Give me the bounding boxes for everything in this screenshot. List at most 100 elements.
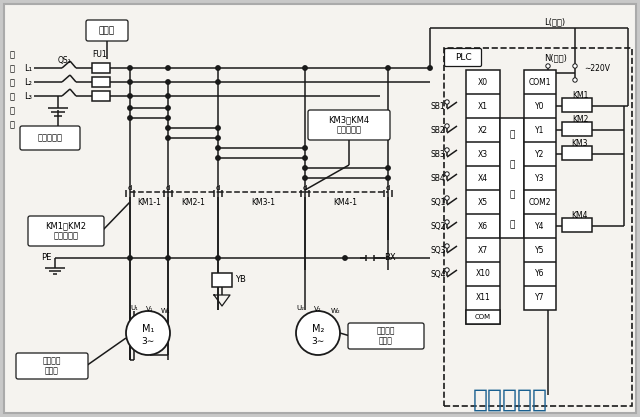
Text: X1: X1 <box>478 101 488 111</box>
Circle shape <box>303 176 307 180</box>
FancyBboxPatch shape <box>28 216 104 246</box>
Text: ∼220V: ∼220V <box>584 63 610 73</box>
Bar <box>562 98 592 112</box>
Circle shape <box>445 244 449 248</box>
Circle shape <box>128 256 132 260</box>
Text: KM2-1: KM2-1 <box>181 198 205 206</box>
Text: d: d <box>166 185 170 191</box>
FancyBboxPatch shape <box>86 20 128 41</box>
Text: 制: 制 <box>509 161 515 169</box>
Circle shape <box>216 126 220 130</box>
Text: KM4: KM4 <box>572 211 588 219</box>
Text: 3∼: 3∼ <box>312 337 324 346</box>
Circle shape <box>386 66 390 70</box>
Text: X5: X5 <box>478 198 488 206</box>
Circle shape <box>428 66 432 70</box>
Text: L₃: L₃ <box>24 91 32 100</box>
Text: BX: BX <box>384 254 396 262</box>
Circle shape <box>445 172 449 176</box>
Circle shape <box>216 156 220 160</box>
Text: SB3: SB3 <box>431 150 445 158</box>
Text: W₂: W₂ <box>331 308 341 314</box>
Text: 序: 序 <box>509 221 515 229</box>
Bar <box>444 48 632 406</box>
Text: X10: X10 <box>476 269 490 279</box>
Circle shape <box>445 124 449 128</box>
Text: COM: COM <box>475 314 491 320</box>
Text: 3∼: 3∼ <box>141 337 155 346</box>
Circle shape <box>166 94 170 98</box>
FancyBboxPatch shape <box>445 48 481 66</box>
Text: 程: 程 <box>509 191 515 199</box>
Circle shape <box>216 146 220 150</box>
Text: M₂: M₂ <box>312 324 324 334</box>
Circle shape <box>216 136 220 140</box>
Circle shape <box>303 66 307 70</box>
Text: U₂: U₂ <box>296 305 304 311</box>
Circle shape <box>445 268 449 272</box>
Text: SB4: SB4 <box>431 173 445 183</box>
Text: L₂: L₂ <box>24 78 32 86</box>
Text: X6: X6 <box>478 221 488 231</box>
Text: 电: 电 <box>10 93 15 101</box>
Text: FU1: FU1 <box>93 50 108 58</box>
Text: 熔断器: 熔断器 <box>99 26 115 35</box>
Text: 位移控制
电动机: 位移控制 电动机 <box>377 326 396 346</box>
Circle shape <box>128 94 132 98</box>
Text: 升降控制
电动机: 升降控制 电动机 <box>43 356 61 376</box>
Text: W₁: W₁ <box>161 308 171 314</box>
Text: KM3和KM4
的常开触点: KM3和KM4 的常开触点 <box>328 115 369 135</box>
Text: SB1: SB1 <box>431 101 445 111</box>
Text: KM1: KM1 <box>572 90 588 100</box>
Circle shape <box>386 176 390 180</box>
Text: SB2: SB2 <box>431 126 445 135</box>
Text: 源: 源 <box>10 121 15 130</box>
Circle shape <box>445 196 449 200</box>
Text: 自动秒链接: 自动秒链接 <box>472 388 547 412</box>
Circle shape <box>445 220 449 224</box>
Text: V₁: V₁ <box>147 306 154 312</box>
Text: Y5: Y5 <box>535 246 545 254</box>
Text: V₂: V₂ <box>314 306 322 312</box>
Bar <box>212 273 232 287</box>
Text: d: d <box>303 185 307 191</box>
Text: SQ1: SQ1 <box>430 198 445 206</box>
Circle shape <box>128 116 132 120</box>
Bar <box>562 218 592 232</box>
Text: X0: X0 <box>478 78 488 86</box>
FancyBboxPatch shape <box>20 126 80 150</box>
Text: 三: 三 <box>10 50 15 60</box>
Circle shape <box>128 80 132 84</box>
Text: KM3-1: KM3-1 <box>251 198 275 206</box>
Text: X11: X11 <box>476 294 490 302</box>
Bar <box>92 91 110 101</box>
Text: Y6: Y6 <box>535 269 545 279</box>
Text: d: d <box>216 185 220 191</box>
Circle shape <box>126 311 170 355</box>
Circle shape <box>573 64 577 68</box>
Circle shape <box>166 80 170 84</box>
Circle shape <box>303 166 307 170</box>
Circle shape <box>573 78 577 82</box>
Circle shape <box>166 126 170 130</box>
Text: Y4: Y4 <box>535 221 545 231</box>
Circle shape <box>386 166 390 170</box>
Text: Y0: Y0 <box>535 101 545 111</box>
Text: 相: 相 <box>10 65 15 73</box>
Text: COM2: COM2 <box>529 198 551 206</box>
Bar <box>562 122 592 136</box>
Bar <box>500 118 524 238</box>
FancyBboxPatch shape <box>16 353 88 379</box>
Text: KM3: KM3 <box>572 138 588 148</box>
Bar <box>92 63 110 73</box>
Circle shape <box>166 106 170 110</box>
Text: 电源总开关: 电源总开关 <box>38 133 63 143</box>
Text: X3: X3 <box>478 150 488 158</box>
Text: d: d <box>386 185 390 191</box>
Text: KM1-1: KM1-1 <box>137 198 161 206</box>
Text: 供: 供 <box>10 78 15 88</box>
Circle shape <box>546 64 550 68</box>
Text: PE: PE <box>41 254 51 262</box>
Circle shape <box>445 100 449 104</box>
Circle shape <box>166 66 170 70</box>
